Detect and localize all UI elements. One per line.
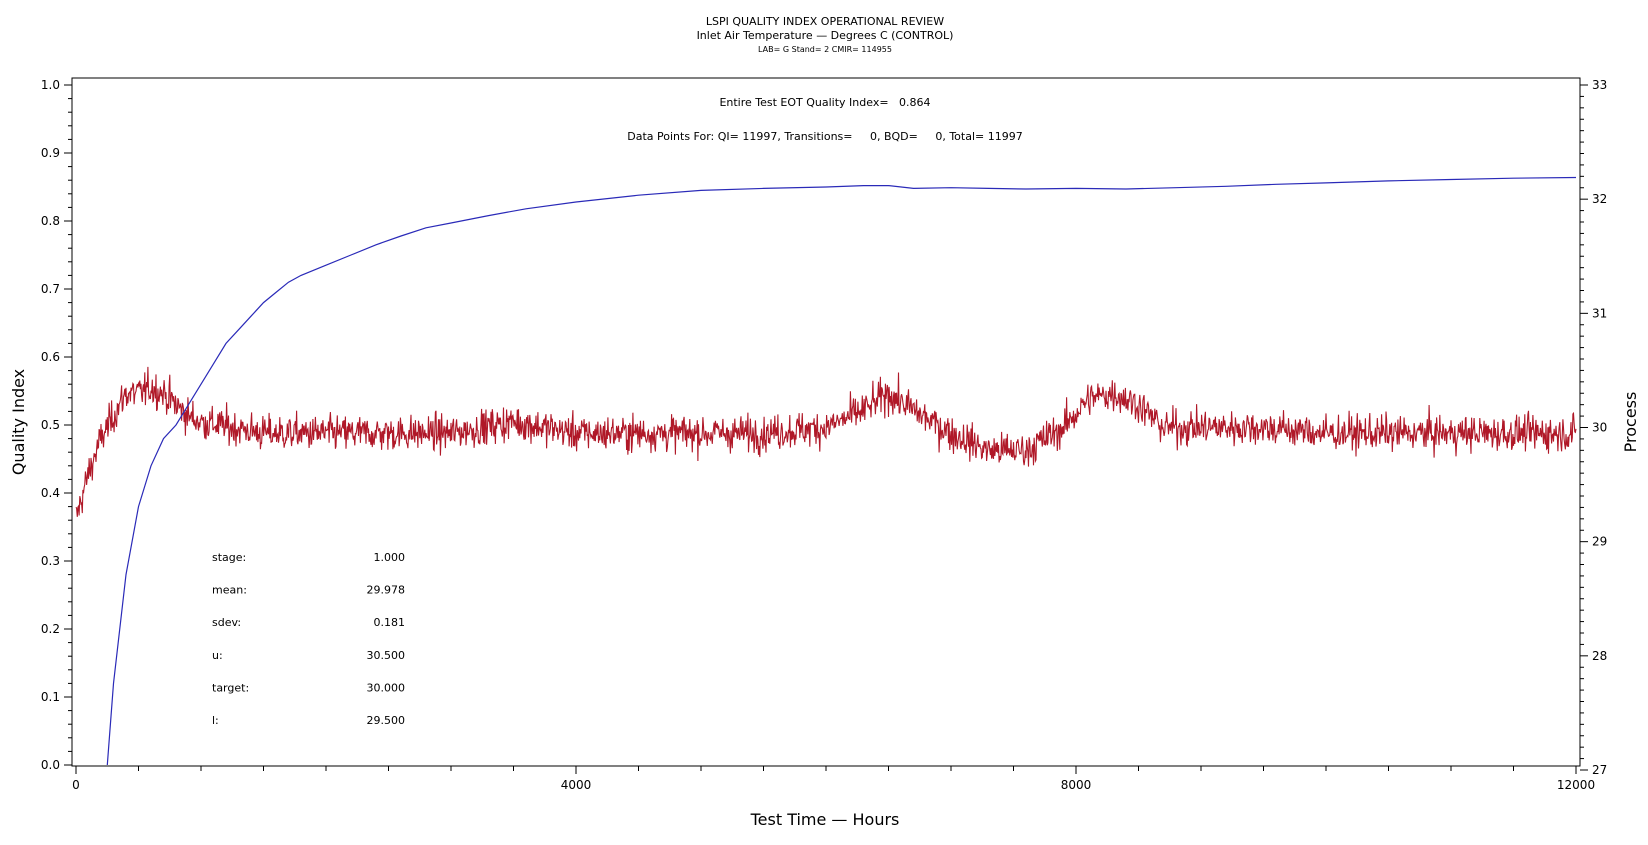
stats-table: stage: 1.000 mean: 29.978 sdev: 0.181 u: 30.500… [212,551,405,727]
y-right-tick-label: 28 [1592,649,1607,663]
chart-title: LSPI QUALITY INDEX OPERATIONAL REVIEW [706,15,944,28]
y-left-tick-label: 0.7 [41,282,60,296]
y-right-tick-label: 27 [1592,763,1607,777]
y-left-tick-label: 0.2 [41,622,60,636]
y-right-tick-label: 31 [1592,306,1607,320]
stats-value: 0.181 [374,616,406,629]
points-annotation: Data Points For: QI= 11997, Transitions=… [627,130,1022,143]
y-left-tick-label: 0.5 [41,418,60,432]
stats-value: 29.500 [367,714,406,727]
series-quality-index-line [106,176,1577,766]
y-left-tick-label: 0.1 [41,690,60,704]
y-right-tick-label: 30 [1592,421,1607,435]
stats-label: sdev: [212,616,241,629]
stats-label: l: [212,714,219,727]
y-left-tick-label: 0.6 [41,350,60,364]
stats-label: u: [212,649,223,662]
y-axis-right: 27 28 29 30 31 32 33 [1580,78,1607,777]
y-left-tick-label: 0.0 [41,758,60,772]
y-right-tick-label: 29 [1592,535,1607,549]
x-axis: 0 4000 8000 12000 [72,766,1595,792]
stats-label: mean: [212,584,247,597]
series-layer [75,176,1577,766]
chart-subtitle: Inlet Air Temperature — Degrees C (CONTR… [697,29,954,42]
eot-annotation: Entire Test EOT Quality Index= 0.864 [719,96,930,109]
y-axis-left-title: Quality Index [9,369,28,475]
y-right-tick-label: 33 [1592,78,1607,92]
stats-value: 1.000 [374,551,406,564]
x-tick-label: 12000 [1557,778,1595,792]
stats-value: 30.500 [367,649,406,662]
y-left-tick-label: 0.8 [41,214,60,228]
y-left-tick-label: 0.4 [41,486,60,500]
stats-value: 29.978 [367,584,406,597]
y-left-tick-label: 0.9 [41,146,60,160]
y-left-tick-label: 1.0 [41,78,60,92]
x-tick-label: 8000 [1061,778,1092,792]
x-tick-label: 4000 [561,778,592,792]
y-axis-right-title: Process [1621,392,1640,453]
y-left-tick-label: 0.3 [41,554,60,568]
series-process-line [75,366,1577,517]
chart-subsubtitle: LAB= G Stand= 2 CMIR= 114955 [758,45,892,54]
stats-label: stage: [212,551,246,564]
y-axis-left: 0.0 0.1 0.2 0.3 0.4 0.5 0.6 0.7 0.8 0.9 1.0 [41,78,72,772]
stats-label: target: [212,681,249,694]
x-tick-label: 0 [72,778,80,792]
y-right-tick-label: 32 [1592,192,1607,206]
stats-value: 30.000 [367,681,406,694]
x-axis-title: Test Time — Hours [750,810,900,829]
